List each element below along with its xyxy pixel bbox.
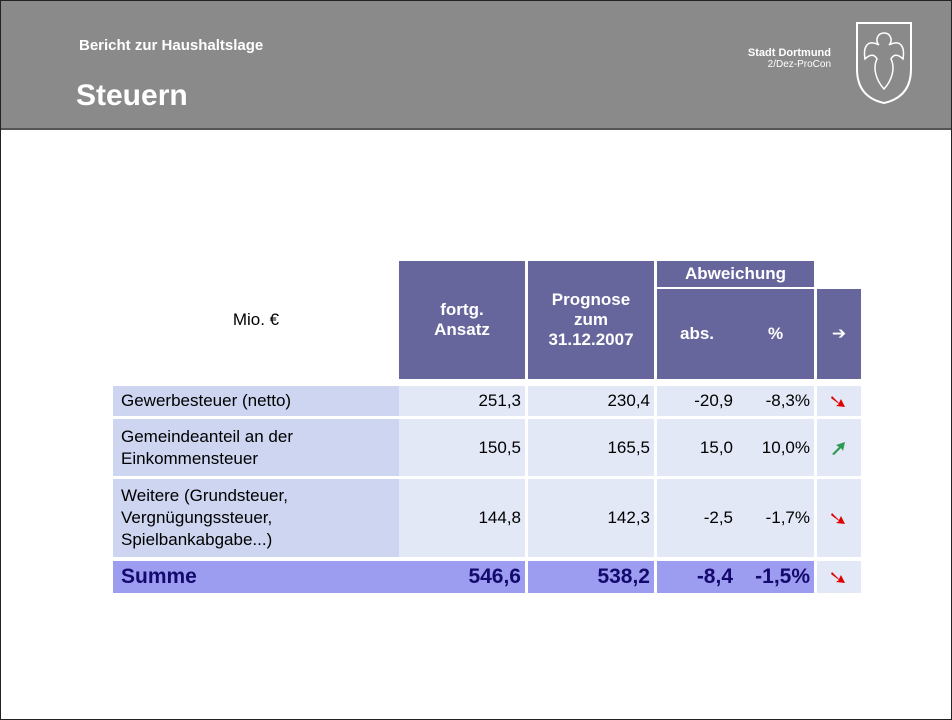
subtitle: Bericht zur Haushaltslage [79,37,264,54]
cell: 150,5 [399,419,525,476]
unit-label: Mio. € [232,310,280,329]
trend-cell [817,386,861,416]
cell: 10,0% [737,419,814,476]
total-cell: -1,5% [737,561,814,593]
trend-down-arrow [831,396,845,407]
trend-up-arrow [832,441,845,455]
trend-cell [817,479,861,557]
department: 2/Dez-ProCon [767,59,831,70]
total-label: Summe [113,561,399,593]
column-header: fortg. Ansatz [399,261,525,379]
cell: 144,8 [399,479,525,557]
cell: 251,3 [399,386,525,416]
trend-cell [817,561,861,593]
total-cell: -8,4 [657,561,737,593]
column-header: % [737,289,814,379]
header-band: Bericht zur Haushaltslage Steuern Stadt … [1,1,951,130]
cell: 230,4 [528,386,654,416]
total-cell: 538,2 [528,561,654,593]
group-header: Abweichung [657,261,814,287]
row-label: Weitere (Grundsteuer, Vergnügungssteuer,… [113,479,399,557]
coat-of-arms [856,22,912,105]
column-header: Prognose zum 31.12.2007 [528,261,654,379]
cell: -8,3% [737,386,814,416]
trend-down-arrow [831,513,845,524]
cell: -1,7% [737,479,814,557]
row-label: Gemeindeanteil an der Einkommensteuer [113,419,399,476]
cell: -20,9 [657,386,737,416]
trend-cell [817,419,861,476]
column-header: abs. [657,289,737,379]
row-label: Gewerbesteuer (netto) [113,386,399,416]
organization: Stadt Dortmund [747,47,831,59]
cell: -2,5 [657,479,737,557]
cell: 142,3 [528,479,654,557]
column-header: ➔ [817,289,861,379]
title: Steuern [76,79,188,112]
total-cell: 546,6 [399,561,525,593]
cell: 165,5 [528,419,654,476]
cell: 15,0 [657,419,737,476]
trend-down-arrow [831,572,845,583]
